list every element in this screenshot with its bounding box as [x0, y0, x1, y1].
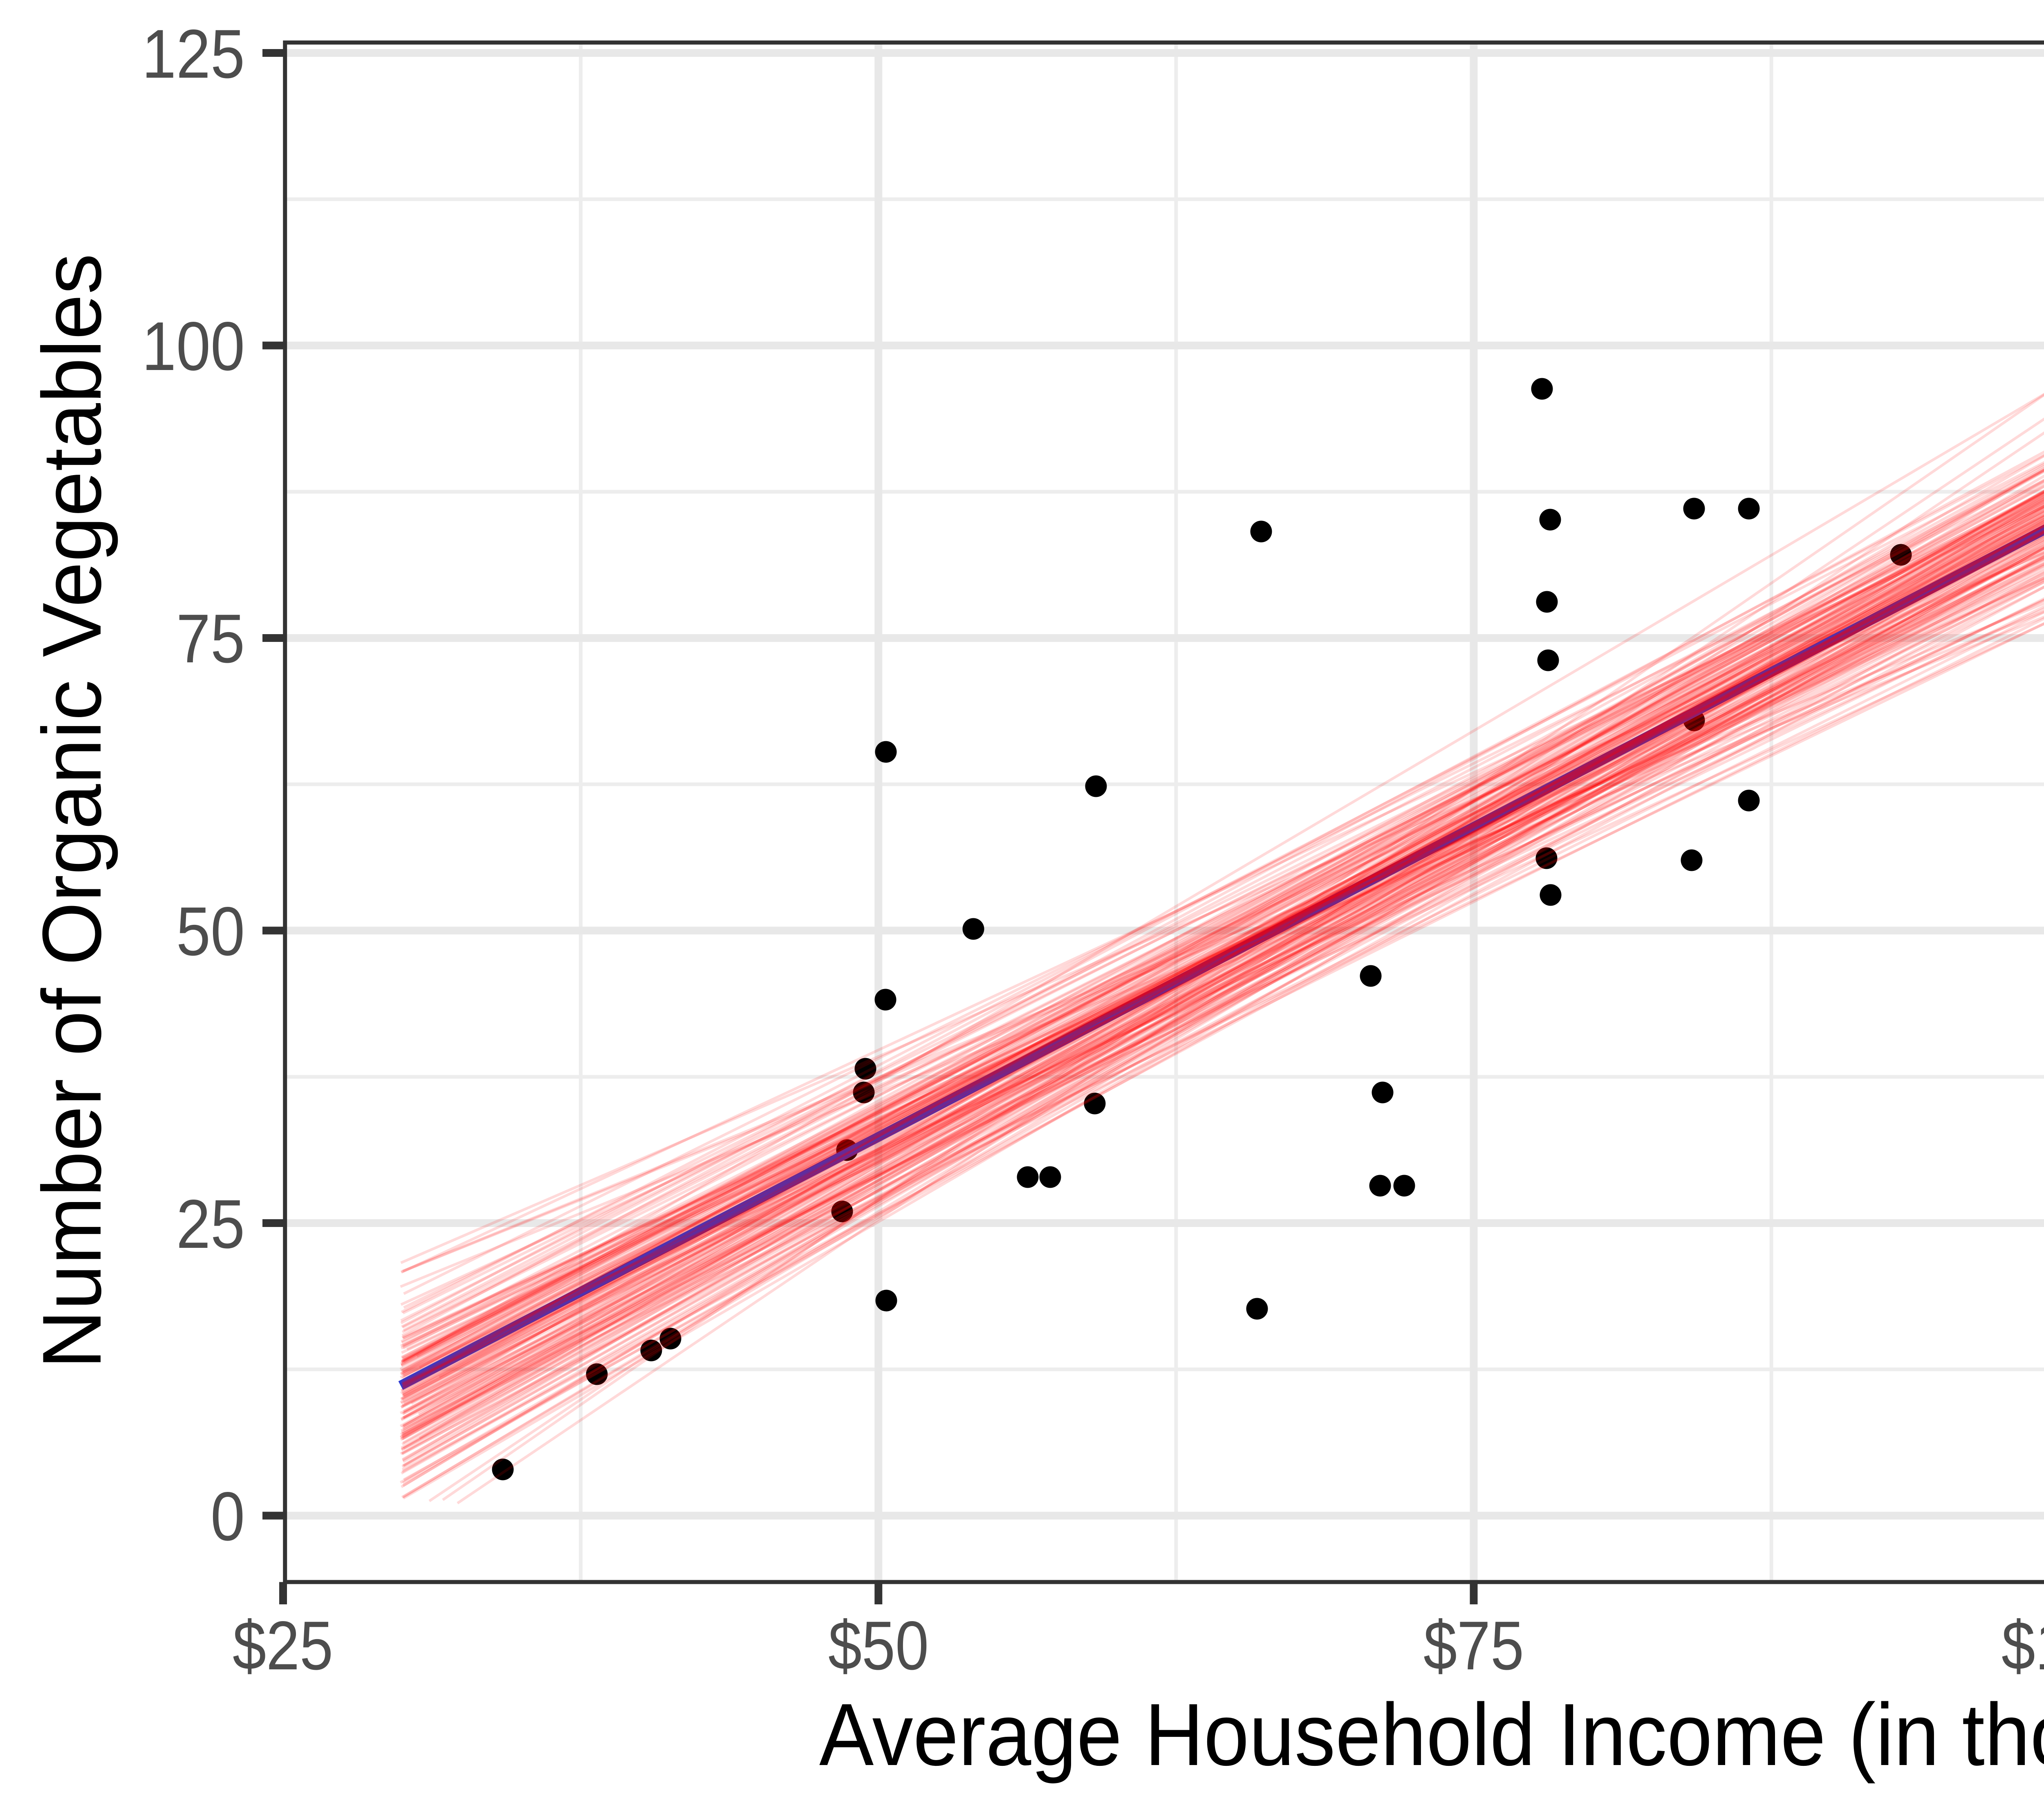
- svg-text:Average Household Income (in t: Average Household Income (in thousands): [819, 1685, 2044, 1784]
- svg-text:50: 50: [176, 893, 245, 970]
- svg-text:Number of Organic Vegetables: Number of Organic Vegetables: [25, 253, 119, 1369]
- svg-text:25: 25: [176, 1185, 245, 1263]
- svg-text:$25: $25: [233, 1607, 333, 1684]
- svg-text:0: 0: [211, 1478, 245, 1555]
- svg-text:125: 125: [142, 15, 245, 92]
- svg-text:$100: $100: [2001, 1607, 2044, 1684]
- svg-text:75: 75: [176, 600, 245, 677]
- svg-text:$75: $75: [1423, 1607, 1524, 1684]
- svg-text:$50: $50: [828, 1607, 929, 1684]
- svg-text:100: 100: [142, 307, 245, 385]
